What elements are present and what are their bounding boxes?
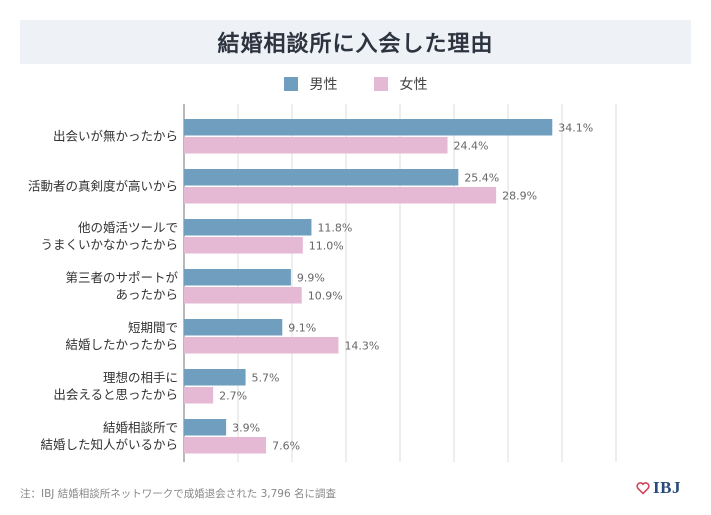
bar-male: [184, 419, 227, 436]
ibj-logo: IBJ: [636, 478, 681, 498]
bar-male: [184, 319, 283, 336]
legend-item-female: 女性: [373, 74, 428, 94]
value-label-female: 24.4%: [454, 139, 489, 152]
value-label-female: 11.0%: [309, 239, 344, 252]
bar-female: [184, 387, 214, 404]
bar-female: [184, 237, 303, 254]
category-label: 活動者の真剣度が高いから: [28, 178, 178, 193]
category-label: 理想の相手に: [103, 370, 178, 385]
logo-text: IBJ: [653, 478, 681, 497]
legend-label-female: 女性: [399, 77, 428, 93]
bar-female: [184, 187, 497, 204]
category-label: 結婚した知人がいるから: [40, 437, 178, 452]
bar-chart: 34.1% 24.4% 出会いが無かったから 25.4%28.9% 活動者の真剣度が高い…: [28, 104, 617, 462]
value-label-female: 2.7%: [219, 389, 247, 402]
value-label-male: 5.7%: [252, 371, 280, 384]
legend-swatch-male: [283, 77, 298, 91]
value-label-male: 34.1%: [558, 121, 593, 134]
value-label-female: 7.6%: [272, 439, 300, 452]
legend-item-male: 男性: [283, 74, 338, 94]
category-label: 短期間で: [128, 320, 178, 335]
heart-icon: [636, 482, 650, 495]
value-label-male: 9.9%: [297, 271, 325, 284]
bar-female: [184, 137, 448, 154]
category-label: 結婚したかったから: [65, 337, 178, 352]
bar-female: [184, 437, 267, 454]
category-label: うまくいかなかったから: [40, 237, 178, 252]
value-label-male: 11.8%: [317, 221, 352, 234]
category-label: 第三者のサポートが: [65, 270, 178, 285]
bar-male: [184, 169, 459, 186]
value-label-male: 9.1%: [288, 321, 316, 334]
chart-title: 結婚相談所に入会した理由: [217, 32, 494, 57]
chart-legend: 男性 女性: [0, 73, 711, 95]
footnote: 注：IBJ 結婚相談所ネットワークで成婚退会された 3,796 名に調査: [20, 488, 336, 500]
value-label-female: 14.3%: [344, 339, 379, 352]
bar-female: [184, 287, 302, 304]
value-label-female: 28.9%: [502, 189, 537, 202]
bar-male: [184, 219, 312, 236]
bar-male: [184, 119, 553, 136]
bar-male: [184, 369, 246, 386]
legend-label-male: 男性: [309, 77, 338, 93]
chart-title-bar: 結婚相談所に入会した理由: [20, 20, 691, 64]
category-label: 出会えると思ったから: [53, 387, 178, 402]
category-label: 出会いが無かったから: [53, 128, 178, 143]
legend-swatch-female: [373, 77, 388, 91]
category-label: 他の婚活ツールで: [78, 220, 178, 235]
category-label: 結婚相談所で: [103, 420, 178, 435]
category-label: あったから: [115, 287, 178, 302]
value-label-male: 25.4%: [464, 171, 499, 184]
bar-male: [184, 269, 291, 286]
value-label-female: 10.9%: [308, 289, 343, 302]
value-label-male: 3.9%: [232, 421, 260, 434]
bar-female: [184, 337, 339, 354]
